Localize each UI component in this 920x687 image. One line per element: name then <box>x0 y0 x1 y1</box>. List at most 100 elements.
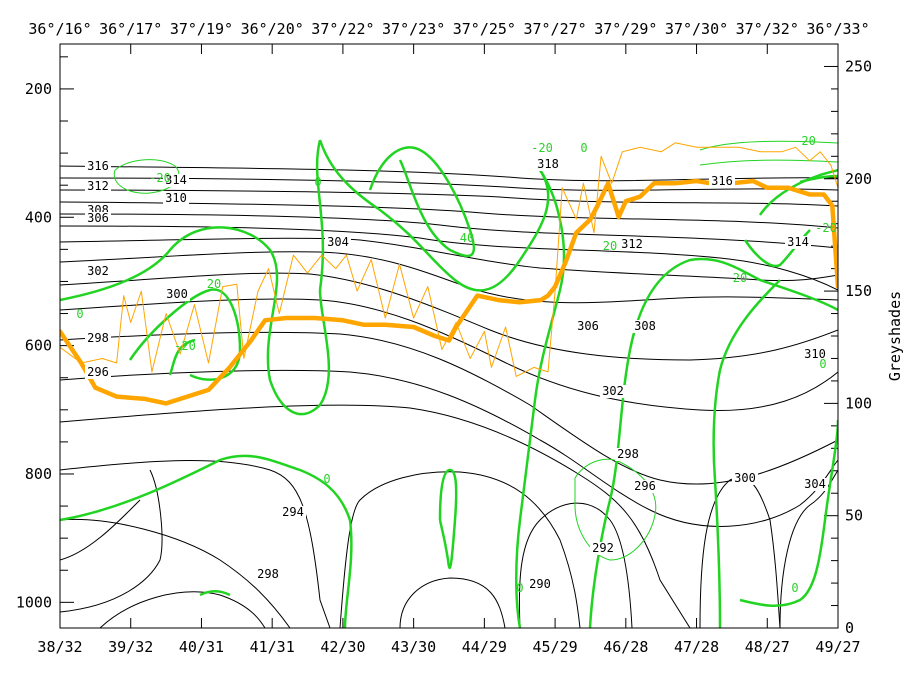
label-mask <box>85 160 111 173</box>
isentrope-label: 302 <box>602 384 624 398</box>
green-contour-label: 0 <box>819 357 826 371</box>
top-tick-label: 37°/23° <box>382 20 445 38</box>
left-tick-label: 400 <box>25 208 52 226</box>
isentrope-label: 316 <box>87 159 109 173</box>
left-tick-label: 200 <box>25 80 52 98</box>
isentrope-label: 296 <box>87 365 109 379</box>
left-tick-label: 1000 <box>16 593 52 611</box>
label-mask <box>163 174 189 187</box>
isentrope-contour <box>60 469 163 613</box>
label-mask <box>575 320 601 333</box>
green-contour-label: 0 <box>323 472 330 486</box>
label-mask <box>590 542 616 555</box>
green-contours <box>60 139 838 628</box>
label-mask <box>85 332 111 345</box>
green-contour <box>60 454 353 628</box>
top-tick-label: 37°/27° <box>523 20 586 38</box>
isentrope-contour <box>60 213 838 249</box>
green-contour <box>438 468 458 569</box>
label-mask <box>619 238 645 251</box>
label-mask <box>785 236 811 249</box>
top-tick-label: 37°/30° <box>665 20 728 38</box>
axes <box>59 44 839 629</box>
label-mask <box>325 236 351 249</box>
green-contour <box>368 146 476 258</box>
label-mask <box>527 578 553 591</box>
label-mask <box>802 478 828 491</box>
isentrope-label: 294 <box>282 505 304 519</box>
plot-frame <box>59 43 839 629</box>
green-contour <box>168 338 196 376</box>
label-mask <box>535 158 561 171</box>
bottom-tick-label: 43/30 <box>391 638 436 656</box>
isentrope-label: 296 <box>634 479 656 493</box>
green-contour-label: -20 <box>531 141 553 155</box>
label-mask <box>280 506 306 519</box>
top-tick-label: 37°/32° <box>736 20 799 38</box>
top-tick-label: 37°/29° <box>594 20 657 38</box>
label-mask <box>255 568 281 581</box>
bottom-tick-label: 44/29 <box>462 638 507 656</box>
right-tick-label: 150 <box>845 282 872 300</box>
isentrope-contour <box>60 272 838 361</box>
isentrope-label: 306 <box>577 319 599 333</box>
right-axis-label: Greyshades <box>886 291 904 381</box>
green-contour-thin <box>699 159 838 166</box>
isentrope-contour <box>60 404 691 628</box>
right-tick-label: 100 <box>845 394 872 412</box>
top-tick-label: 36°/16° <box>28 20 91 38</box>
green-contour <box>588 257 838 628</box>
left-tick-label: 800 <box>25 465 52 483</box>
isentrope-contour <box>60 177 838 191</box>
bottom-tick-label: 47/28 <box>674 638 719 656</box>
green-contour <box>128 288 242 381</box>
bottom-tick-label: 49/27 <box>815 638 860 656</box>
bottom-tick-label: 38/32 <box>37 638 82 656</box>
isentrope-label: 316 <box>711 174 733 188</box>
isentrope-label: 298 <box>87 331 109 345</box>
left-tick-label: 600 <box>25 337 52 355</box>
isentrope-contour <box>518 502 633 628</box>
greyshades-series-thin <box>60 142 838 377</box>
isentrope-label: 304 <box>804 477 826 491</box>
isentrope-contour <box>60 225 838 291</box>
isentrope-label: 300 <box>166 287 188 301</box>
green-contour <box>318 139 550 292</box>
label-mask <box>732 472 758 485</box>
green-contour-thin <box>574 458 657 561</box>
green-contour <box>739 419 838 607</box>
bottom-tick-label: 40/31 <box>179 638 224 656</box>
potential-temperature-contours <box>60 165 838 628</box>
isentrope-label: 314 <box>165 173 187 187</box>
label-mask <box>600 385 626 398</box>
top-tick-label: 36°/33° <box>806 20 869 38</box>
isentrope-label: 306 <box>87 211 109 225</box>
bottom-tick-label: 42/30 <box>320 638 365 656</box>
green-contour <box>515 169 566 628</box>
isentrope-label: 308 <box>634 319 656 333</box>
right-tick-label: 250 <box>845 57 872 75</box>
green-contour-label: 0 <box>314 175 321 189</box>
green-contour-label: -20 <box>815 221 837 235</box>
isentrope-contour <box>99 591 266 628</box>
isentrope-contour <box>60 460 331 628</box>
isentrope-label: 290 <box>529 577 551 591</box>
isentrope-label: 312 <box>87 179 109 193</box>
label-mask <box>164 288 190 301</box>
isentrope-label: 304 <box>327 235 349 249</box>
label-mask <box>85 265 111 278</box>
tick-labels: 200400600800100005010015020025038/3236°/… <box>16 20 872 656</box>
isentrope-label: 310 <box>165 191 187 205</box>
right-tick-label: 0 <box>845 619 854 637</box>
label-mask <box>85 180 111 193</box>
isentrope-label: 312 <box>621 237 643 251</box>
top-tick-label: 36°/20° <box>241 20 304 38</box>
green-contour-label: 0 <box>580 141 587 155</box>
green-contour-label: 0 <box>76 307 83 321</box>
right-tick-label: 50 <box>845 507 863 525</box>
bottom-tick-label: 46/28 <box>603 638 648 656</box>
isentrope-label: 310 <box>804 347 826 361</box>
green-contour-label: 20 <box>733 271 747 285</box>
label-mask <box>85 366 111 379</box>
